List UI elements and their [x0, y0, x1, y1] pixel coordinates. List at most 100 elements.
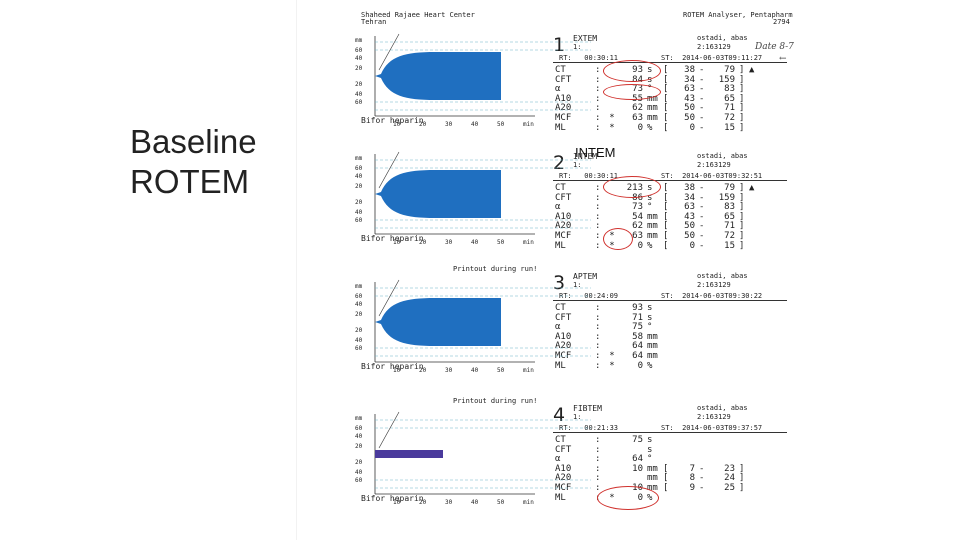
param-value: 0: [637, 360, 643, 371]
range-flag: [747, 474, 757, 484]
x-tick-label: 50: [497, 239, 505, 246]
range-high: [711, 314, 737, 324]
y-tick-label: 40: [355, 301, 363, 308]
range-open: [: [663, 221, 669, 232]
id-left: 1:: [573, 161, 582, 169]
range-high: 15: [724, 122, 735, 133]
y-tick-label: 20: [355, 199, 363, 206]
range-open: [: [663, 211, 669, 222]
y-tick-label: 40: [355, 433, 363, 440]
range-flag: ▲: [749, 65, 755, 75]
param-value: 0: [637, 122, 643, 133]
param-flag: [607, 474, 617, 484]
param-unit: s: [647, 312, 653, 323]
parameter-row: A20: 62 mm [50- 71]: [553, 222, 757, 232]
chart-caption: Bifor heparin: [361, 362, 424, 371]
x-tick-label: 30: [445, 367, 453, 374]
param-unit: %: [647, 360, 653, 371]
range-close: ]: [739, 240, 745, 251]
y-tick-label: 60: [355, 217, 363, 224]
param-colon: :: [595, 360, 601, 371]
param-unit: °: [647, 454, 653, 465]
range-close: [737, 436, 747, 446]
param-colon: :: [595, 341, 601, 352]
rotem-printout: Shaheed Rajaee Heart Center Tehran ROTEM…: [296, 0, 796, 540]
y-tick-label: 60: [355, 425, 363, 432]
range-open: [: [663, 65, 669, 75]
range-open: [661, 436, 671, 446]
range-dash: -: [699, 240, 705, 251]
parameter-row: A10: 54 mm [43- 65]: [553, 211, 757, 223]
header-rule: [553, 300, 787, 301]
param-unit: %: [647, 122, 653, 133]
range-flag: [747, 352, 757, 362]
y-tick-label: 20: [355, 327, 363, 334]
clot-trace: [375, 298, 521, 346]
range-low: 50: [684, 221, 695, 232]
range-flag: [747, 323, 757, 333]
range-close: [737, 446, 747, 456]
analyser-code: 2794: [773, 18, 790, 26]
y-tick-label: 20: [355, 183, 363, 190]
param-name: MCF: [555, 230, 572, 241]
range-open: [661, 446, 671, 456]
highlight-circle: [603, 228, 633, 250]
param-value: 10: [632, 463, 643, 474]
param-value: 93: [632, 303, 643, 313]
parameter-table: CT: 93 s CFT: 71 s α: 75 ° A10: 58 mm A20: 64 mm MCF: * 6…: [553, 303, 757, 372]
y-tick-label: 60: [355, 47, 363, 54]
y-tick-label: 20: [355, 459, 363, 466]
range-high: 159: [718, 192, 735, 203]
slide-title: Baseline ROTEM: [130, 122, 300, 202]
range-open: [: [663, 463, 669, 474]
start-time: ST: 2014-06-03T09:30:22: [661, 292, 763, 300]
range-close: ]: [739, 463, 745, 474]
param-flag: *: [609, 122, 615, 133]
range-low: [671, 446, 697, 456]
id-right: 2:163129: [697, 43, 731, 51]
y-tick-label: 60: [355, 99, 363, 106]
range-close: [737, 494, 747, 504]
range-high: 65: [724, 93, 735, 104]
param-name: α: [555, 84, 561, 95]
x-tick-label: 10: [393, 121, 401, 128]
range-low: 9: [689, 482, 695, 493]
parameter-row: A20: mm [8- 24]: [553, 474, 757, 484]
analyser-name: ROTEM Analyser, Pentapharm: [683, 11, 793, 19]
x-tick-label: min: [523, 121, 534, 128]
range-flag: [747, 76, 757, 86]
range-high: 79: [724, 183, 735, 193]
range-high: 72: [724, 112, 735, 123]
range-close: [737, 333, 747, 343]
param-flag: [607, 304, 617, 314]
param-name: α: [555, 454, 561, 465]
slide-title-line2: ROTEM: [130, 163, 250, 200]
param-flag: *: [609, 350, 615, 361]
range-flag: [747, 314, 757, 324]
range-flag: [747, 203, 757, 213]
param-flag: [607, 446, 617, 456]
param-value: 63: [632, 112, 643, 123]
y-tick-label: 40: [355, 91, 363, 98]
range-open: [661, 323, 671, 333]
param-unit: s: [647, 444, 653, 455]
param-colon: :: [595, 202, 601, 213]
param-flag: [607, 465, 617, 475]
range-dash: [697, 304, 711, 314]
parameter-row: A10: 10 mm [7- 23]: [553, 463, 757, 475]
run-number: 1: [553, 34, 566, 56]
range-dash: -: [699, 93, 705, 104]
id-left: 1:: [573, 281, 582, 289]
x-tick-label: 20: [419, 239, 427, 246]
range-close: ]: [739, 230, 745, 241]
range-close: ]: [739, 221, 745, 232]
range-flag: [747, 194, 757, 204]
y-tick-label: 60: [355, 293, 363, 300]
param-colon: :: [595, 463, 601, 474]
range-low: [671, 362, 697, 372]
parameter-row: CFT: s: [553, 444, 757, 456]
start-time: ST: 2014-06-03T09:37:57: [661, 424, 763, 432]
run-panel-3: Printout during run! 3 APTEM 1: ostadi, …: [297, 265, 797, 383]
range-high: 72: [724, 230, 735, 241]
